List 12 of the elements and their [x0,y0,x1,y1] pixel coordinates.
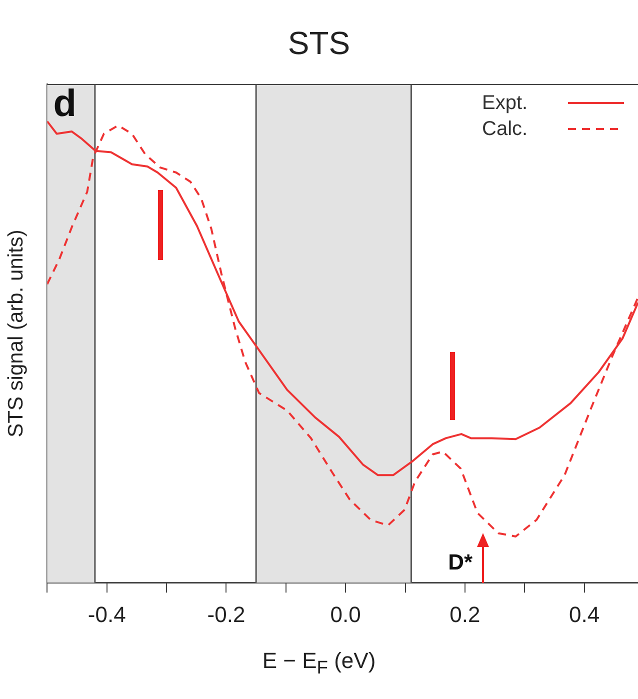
annotation: D* [448,550,474,575]
x-tick-label: 0.2 [450,602,480,627]
y-axis-title: STS signal (arb. units) [4,230,28,438]
chart-title: STS [288,25,350,62]
x-tick-label: -0.4 [88,602,126,627]
x-tick-label: 0.4 [568,602,600,627]
annotation: d [53,82,76,125]
legend-label: Calc. [482,117,529,142]
x-axis-title: E − E$_{F}$ (eV) [261,648,377,678]
legend-label: Expt. [482,91,529,116]
x-tick-label: -0.2 [207,602,246,627]
x-tick-label: 0.0 [330,602,361,627]
